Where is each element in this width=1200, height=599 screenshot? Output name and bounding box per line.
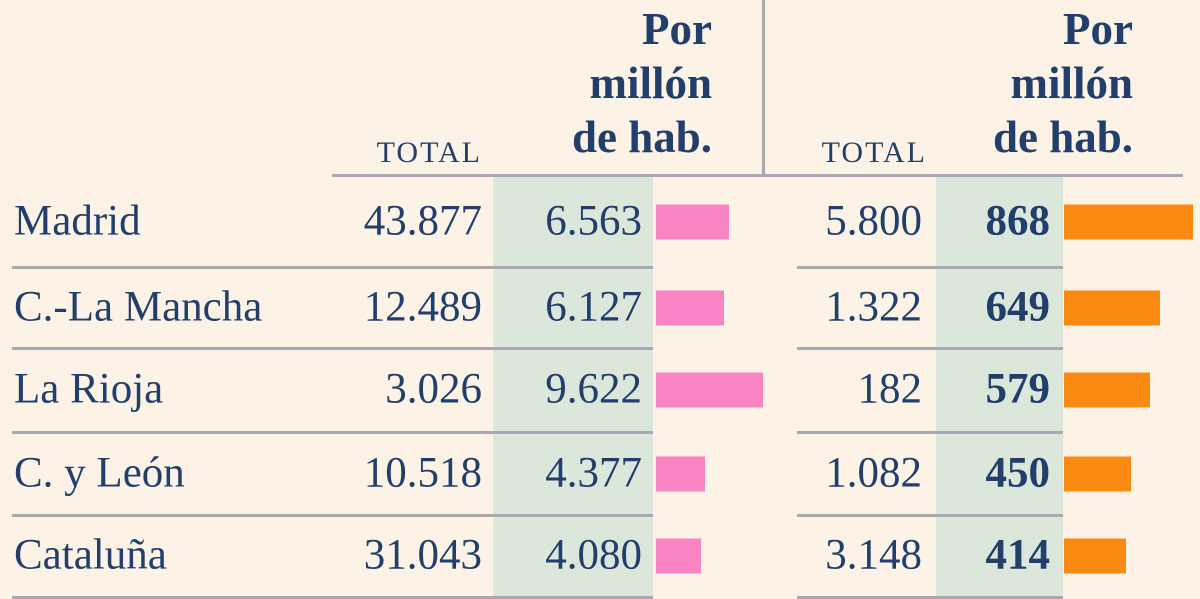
row-separator [12,431,653,434]
right-total-header: TOTAL [821,136,927,169]
left-per-million-value: 9.622 [545,365,642,413]
right-total-value: 5.800 [825,197,922,245]
table-row: Cataluña 31.043 4.080 3.148 414 [0,515,1200,597]
region-label: La Rioja [14,365,164,413]
right-per-million-bar [1064,538,1126,574]
right-total-value: 182 [857,365,923,413]
row-separator [797,596,1063,599]
region-label: C. y León [14,449,185,497]
row-separator [12,514,653,517]
right-total-value: 3.148 [825,531,922,579]
section-divider-line [762,0,765,177]
left-total-value: 10.518 [363,449,482,497]
left-total-value: 12.489 [363,283,482,331]
right-total-value: 1.322 [825,283,922,331]
left-per-million-bar [656,538,701,574]
right-per-million-value: 649 [985,283,1051,331]
row-separator [12,347,653,350]
left-per-million-header: Por millón de hab. [571,4,712,162]
right-per-million-bar [1064,290,1160,325]
right-per-million-header: Por millón de hab. [992,4,1133,162]
table-row: C.-La Mancha 12.489 6.127 1.322 649 [0,267,1200,348]
left-total-header: TOTAL [376,136,482,169]
table-row: C. y León 10.518 4.377 1.082 450 [0,432,1200,515]
region-label: C.-La Mancha [14,283,263,331]
right-per-million-value: 868 [985,197,1051,245]
right-total-value: 1.082 [825,449,922,497]
left-per-million-value: 4.080 [545,531,642,579]
region-label: Madrid [14,197,141,245]
left-total-value: 43.877 [363,197,482,245]
left-per-million-value: 6.127 [545,283,642,331]
left-per-million-highlight-band [493,177,653,599]
left-per-million-bar [656,204,729,240]
right-per-million-value: 450 [985,449,1051,497]
row-separator [12,596,653,599]
right-per-million-value: 579 [985,365,1051,413]
region-label: Cataluña [14,531,167,579]
table-row: Madrid 43.877 6.563 5.800 868 [0,177,1200,267]
row-separator [797,347,1063,350]
header-underline [332,174,1183,177]
left-per-million-bar [656,456,705,491]
left-per-million-bar [656,290,724,325]
row-separator [12,266,653,269]
right-per-million-bar [1064,372,1150,408]
row-separator [797,514,1063,517]
right-per-million-highlight-band [936,177,1063,599]
left-per-million-bar [656,372,763,408]
row-separator [797,266,1063,269]
right-per-million-bar [1064,204,1193,240]
left-total-value: 3.026 [385,365,482,413]
row-separator [797,431,1063,434]
right-per-million-value: 414 [985,531,1051,579]
table-row: La Rioja 3.026 9.622 182 579 [0,348,1200,432]
left-total-value: 31.043 [363,531,482,579]
left-per-million-value: 6.563 [545,197,642,245]
left-per-million-value: 4.377 [545,449,642,497]
right-per-million-bar [1064,456,1131,491]
